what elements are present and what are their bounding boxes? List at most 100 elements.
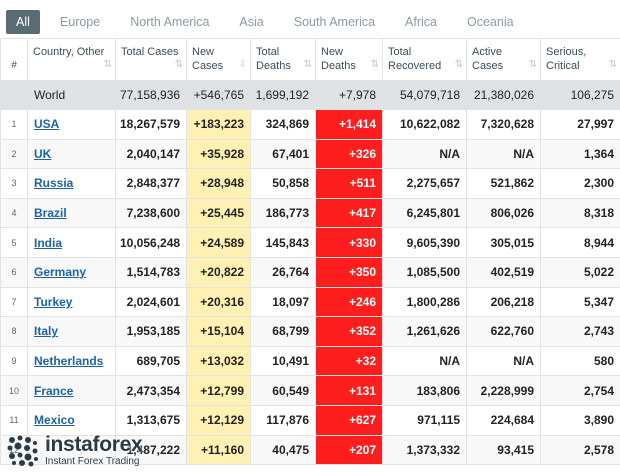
- country-link[interactable]: Netherlands: [34, 354, 104, 369]
- new-cases-cell: +11,160: [186, 434, 251, 466]
- sort-icon: ⇅: [303, 59, 313, 70]
- watermark-name: instaforex: [45, 432, 143, 456]
- table-row: 10 France 2,473,354 +12,799 60,549 +131 183,80…: [0, 375, 620, 406]
- table-row: 11 Mexico 1,313,675 +12,129 117,876 +627 971,1…: [0, 404, 620, 436]
- country-link[interactable]: UK: [34, 146, 52, 161]
- world-total-deaths: 1,699,192: [250, 80, 316, 110]
- serious-critical-cell: 2,578: [540, 434, 620, 466]
- tab-north-america[interactable]: North America: [130, 14, 210, 29]
- world-new-deaths: +7,978: [315, 80, 383, 110]
- active-cases-cell: 93,415: [466, 434, 541, 466]
- column-header-new-cases[interactable]: New Cases ⇩: [186, 38, 251, 81]
- tab-asia[interactable]: Asia: [239, 14, 264, 29]
- table-row: 7 Turkey 2,024,601 +20,316 18,097 +246 1,800,2…: [0, 286, 620, 318]
- new-cases-cell: +12,129: [186, 404, 251, 436]
- total-deaths-cell: 67,401: [250, 138, 316, 170]
- active-cases-cell: 305,015: [466, 227, 541, 258]
- serious-critical-cell: 1,364: [540, 138, 620, 170]
- new-deaths-cell: +627: [315, 404, 383, 436]
- row-number: 5: [0, 227, 28, 258]
- total-recovered-cell: N/A: [382, 138, 467, 170]
- country-link[interactable]: France: [34, 383, 74, 398]
- table-row: 1 USA 18,267,579 +183,223 324,869 +1,414 10,62…: [0, 109, 620, 140]
- serious-critical-cell: 5,022: [540, 256, 620, 288]
- country-cell: Italy: [27, 316, 116, 347]
- new-deaths-cell: +131: [315, 375, 383, 406]
- column-header-new-deaths[interactable]: New Deaths ⇅: [315, 38, 383, 81]
- tab-all[interactable]: All: [6, 9, 40, 34]
- table-row: 4 Brazil 7,238,600 +25,445 186,773 +417 6,245,…: [0, 197, 620, 229]
- country-link[interactable]: USA: [34, 117, 60, 132]
- row-number: 4: [0, 197, 28, 229]
- column-header-country[interactable]: Country, Other ⇅: [27, 38, 116, 81]
- new-deaths-cell: +32: [315, 345, 383, 377]
- total-deaths-cell: 26,764: [250, 256, 316, 288]
- new-deaths-cell: +350: [315, 256, 383, 288]
- total-recovered-cell: 10,622,082: [382, 109, 467, 140]
- total-recovered-cell: 6,245,801: [382, 197, 467, 229]
- new-cases-cell: +183,223: [186, 109, 251, 140]
- column-header-active-cases[interactable]: Active Cases ⇅: [466, 38, 541, 81]
- country-link[interactable]: Germany: [34, 265, 87, 280]
- table-row: 6 Germany 1,514,783 +20,822 26,764 +350 1,085,…: [0, 256, 620, 288]
- sort-icon: ⇅: [528, 59, 538, 70]
- total-recovered-cell: 183,806: [382, 375, 467, 406]
- column-header-serious-critical[interactable]: Serious, Critical ⇅: [540, 38, 620, 81]
- total-cases-cell: 1,514,783: [115, 256, 187, 288]
- tab-south-america[interactable]: South America: [293, 14, 376, 29]
- country-cell: Netherlands: [27, 345, 116, 377]
- total-deaths-cell: 68,799: [250, 316, 316, 347]
- sort-icon: ⇅: [370, 59, 380, 70]
- country-link[interactable]: Russia: [34, 176, 74, 191]
- total-cases-cell: 689,705: [115, 345, 187, 377]
- country-link[interactable]: Turkey: [34, 294, 73, 309]
- country-link[interactable]: India: [34, 235, 63, 250]
- total-recovered-cell: 9,605,390: [382, 227, 467, 258]
- header-row: # Country, Other ⇅ Total Cases ⇅ New Cases…: [0, 38, 620, 81]
- serious-critical-cell: 2,743: [540, 316, 620, 347]
- serious-critical-cell: 8,318: [540, 197, 620, 229]
- table-row: 9 Netherlands 689,705 +13,032 10,491 +32 N/A N/…: [0, 345, 620, 377]
- continent-tabs: All Europe North America Asia South Amer…: [0, 0, 620, 38]
- country-link[interactable]: Brazil: [34, 206, 67, 221]
- row-number: [0, 80, 28, 110]
- active-cases-cell: 622,760: [466, 316, 541, 347]
- country-link[interactable]: Mexico: [34, 413, 75, 428]
- table-row: 12 1,487,222 +11,160 40,475 +207 1,373,332 93,…: [0, 434, 620, 466]
- new-cases-cell: +20,316: [186, 286, 251, 318]
- total-deaths-cell: 324,869: [250, 109, 316, 140]
- total-deaths-cell: 117,876: [250, 404, 316, 436]
- tab-oceania[interactable]: Oceania: [467, 14, 514, 29]
- new-cases-cell: +20,822: [186, 256, 251, 288]
- new-cases-cell: +25,445: [186, 197, 251, 229]
- total-recovered-cell: 971,115: [382, 404, 467, 436]
- world-label: World: [27, 80, 116, 110]
- serious-critical-cell: 5,347: [540, 286, 620, 318]
- new-deaths-cell: +352: [315, 316, 383, 347]
- new-deaths-cell: +330: [315, 227, 383, 258]
- sort-icon: ⇅: [174, 59, 184, 70]
- row-number: 10: [0, 375, 28, 406]
- active-cases-cell: 224,684: [466, 404, 541, 436]
- new-cases-cell: +15,104: [186, 316, 251, 347]
- country-link[interactable]: Italy: [34, 324, 59, 339]
- active-cases-cell: 7,320,628: [466, 109, 541, 140]
- total-cases-cell: 1,953,185: [115, 316, 187, 347]
- new-cases-cell: +13,032: [186, 345, 251, 377]
- tab-europe[interactable]: Europe: [59, 14, 101, 29]
- total-cases-cell: 1,487,222: [115, 434, 187, 466]
- total-recovered-cell: N/A: [382, 345, 467, 377]
- column-header-number[interactable]: #: [0, 38, 28, 81]
- total-deaths-cell: 60,549: [250, 375, 316, 406]
- watermark-tagline: Instant Forex Trading: [45, 455, 140, 467]
- total-cases-cell: 18,267,579: [115, 109, 187, 140]
- column-header-total-deaths[interactable]: Total Deaths ⇅: [250, 38, 316, 81]
- country-cell: [27, 434, 116, 466]
- tab-africa[interactable]: Africa: [405, 14, 437, 29]
- column-header-total-cases[interactable]: Total Cases ⇅: [115, 38, 187, 81]
- country-cell: India: [27, 227, 116, 258]
- new-deaths-cell: +1,414: [315, 109, 383, 140]
- new-deaths-cell: +207: [315, 434, 383, 466]
- column-header-total-recovered[interactable]: Total Recovered ⇅: [382, 38, 467, 81]
- row-number: 3: [0, 168, 28, 199]
